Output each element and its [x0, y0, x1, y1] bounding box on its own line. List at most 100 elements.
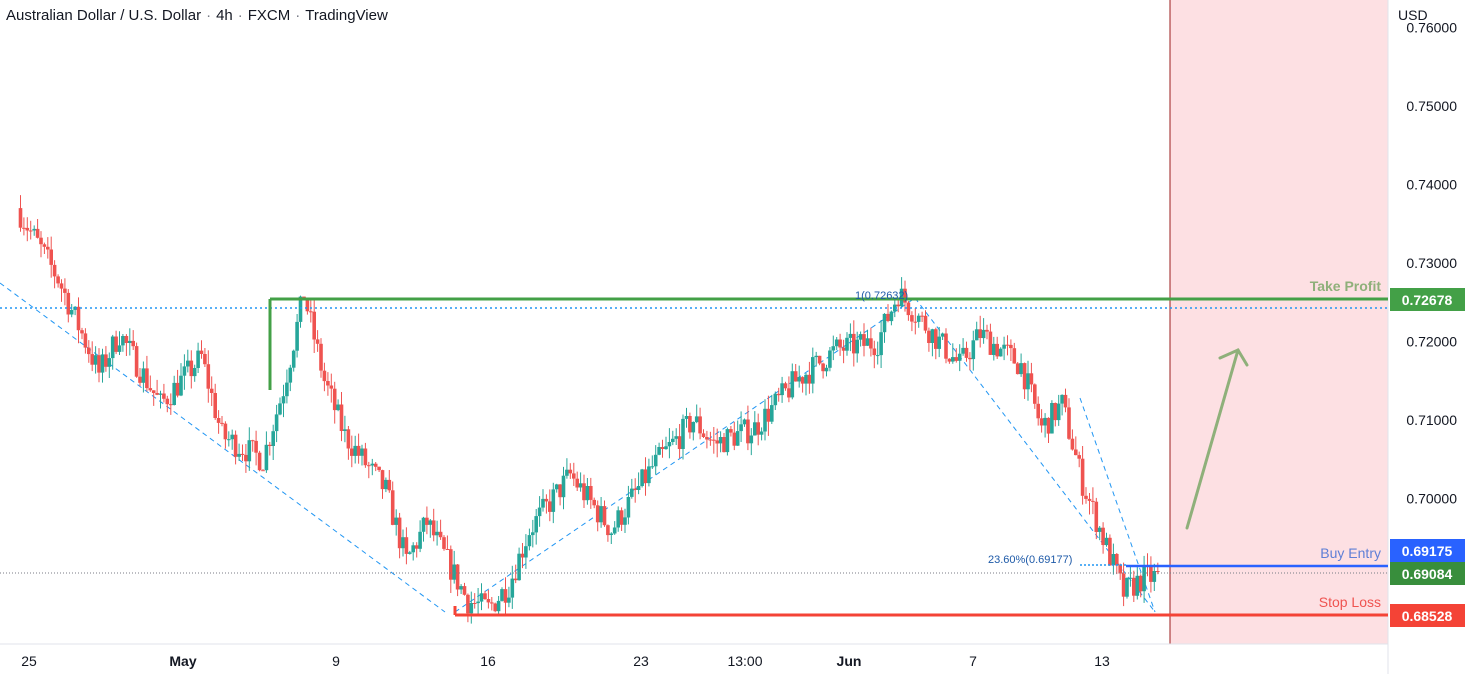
candle	[893, 300, 897, 318]
candle	[233, 430, 238, 465]
candle-body	[227, 439, 231, 441]
candle	[578, 472, 583, 492]
candle-body	[1111, 554, 1116, 566]
price-axis[interactable]: 0.76000 0.75000 0.74000 0.73000 0.72000 0.710…	[1406, 20, 1457, 507]
price-tick-3: 0.73000	[1406, 255, 1457, 271]
candle-body	[76, 306, 81, 331]
candle-body	[110, 336, 115, 359]
candle-body	[295, 321, 299, 351]
candle-body	[35, 228, 40, 238]
candle	[1026, 360, 1030, 401]
candle	[172, 375, 176, 406]
candle	[694, 404, 699, 424]
candle	[431, 508, 436, 542]
candle-body	[83, 333, 88, 348]
candle-body	[575, 478, 579, 488]
candle-body	[978, 329, 982, 338]
candle-body	[831, 346, 836, 351]
candle-body	[220, 422, 224, 424]
candle-body	[186, 360, 190, 367]
candle-body	[1005, 344, 1010, 346]
candle	[87, 340, 91, 363]
time-axis[interactable]: 25 May 9 16 23 13:00 Jun 7 13	[21, 653, 1110, 669]
candle-body	[462, 586, 467, 595]
trend-line-2[interactable]	[454, 297, 916, 613]
candle-body	[705, 437, 709, 440]
candle-body	[1056, 403, 1061, 421]
candle-body	[561, 475, 566, 498]
candle	[920, 311, 924, 322]
candle-body	[988, 331, 993, 355]
candle	[486, 589, 491, 609]
candle-body	[1029, 373, 1034, 385]
interval[interactable]: 4h	[216, 7, 233, 24]
candle-body	[356, 445, 361, 456]
price-tick-2: 0.74000	[1406, 177, 1457, 193]
candle	[411, 542, 415, 561]
candle-body	[233, 434, 238, 457]
candle	[367, 461, 371, 479]
candle-body	[968, 357, 972, 360]
candle-body	[548, 501, 552, 512]
fib-high-label: 1(0.72632)	[855, 290, 908, 302]
candle-body	[916, 315, 921, 322]
candle	[858, 331, 863, 347]
candle	[995, 336, 999, 359]
candle-body	[964, 347, 969, 358]
candle	[397, 512, 402, 559]
candle	[582, 474, 586, 508]
candle	[114, 330, 118, 355]
candle	[312, 299, 316, 353]
candle	[664, 436, 668, 450]
up-arrow[interactable]	[1185, 348, 1249, 530]
candle	[934, 327, 938, 360]
candle	[589, 477, 593, 509]
candle-body	[1156, 571, 1160, 572]
candle	[910, 311, 914, 332]
candle-body	[87, 347, 91, 355]
candle	[332, 381, 337, 424]
candle-body	[449, 549, 453, 580]
candle-body	[616, 510, 620, 528]
candle-body	[619, 510, 624, 525]
candle-body	[1053, 403, 1058, 421]
candle	[1036, 396, 1040, 426]
trend-line-4[interactable]	[1079, 397, 1156, 613]
candle	[435, 520, 439, 546]
candle	[1121, 562, 1126, 607]
candle-body	[414, 545, 419, 549]
candle	[957, 344, 962, 372]
candle	[974, 321, 979, 341]
candle	[766, 395, 771, 436]
candle	[660, 439, 665, 458]
candle-body	[1132, 577, 1136, 596]
trend-line-3[interactable]	[914, 297, 1156, 613]
candle-body	[763, 408, 767, 432]
candle	[459, 584, 463, 594]
candle-body	[568, 469, 573, 474]
candle-body	[196, 350, 200, 368]
candle-body	[708, 439, 713, 441]
candle-body	[1080, 458, 1085, 496]
candle-body	[657, 447, 661, 455]
candle	[97, 348, 101, 383]
candle-body	[729, 429, 733, 433]
trend-line-1[interactable]	[0, 282, 446, 613]
candle-body	[817, 355, 822, 364]
candle	[155, 379, 159, 396]
candle	[414, 542, 419, 558]
candle	[363, 442, 368, 468]
candle	[46, 237, 50, 259]
candle	[681, 414, 685, 460]
candle-body	[1015, 363, 1020, 375]
candle-body	[80, 330, 84, 334]
candle-body	[46, 246, 50, 250]
candle-body	[937, 336, 941, 349]
candle-body	[824, 367, 829, 372]
future-zone	[1170, 0, 1388, 644]
candle-body	[404, 537, 409, 554]
candle	[472, 593, 477, 609]
candle	[39, 231, 43, 258]
symbol-name[interactable]: Australian Dollar / U.S. Dollar	[6, 7, 202, 24]
